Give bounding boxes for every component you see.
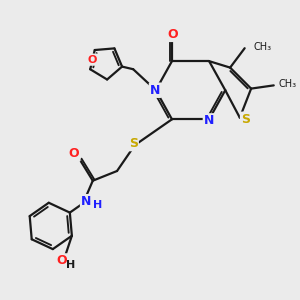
Text: O: O [56, 254, 67, 268]
Text: S: S [241, 113, 250, 126]
Text: O: O [88, 55, 97, 64]
Text: N: N [81, 195, 92, 208]
Text: CH₃: CH₃ [279, 79, 297, 89]
Text: H: H [66, 260, 76, 270]
Text: O: O [167, 28, 178, 41]
Text: H: H [93, 200, 102, 210]
Text: CH₃: CH₃ [254, 42, 272, 52]
Text: N: N [204, 114, 214, 128]
Text: O: O [69, 147, 80, 161]
Text: N: N [150, 84, 160, 97]
Text: S: S [129, 137, 138, 150]
